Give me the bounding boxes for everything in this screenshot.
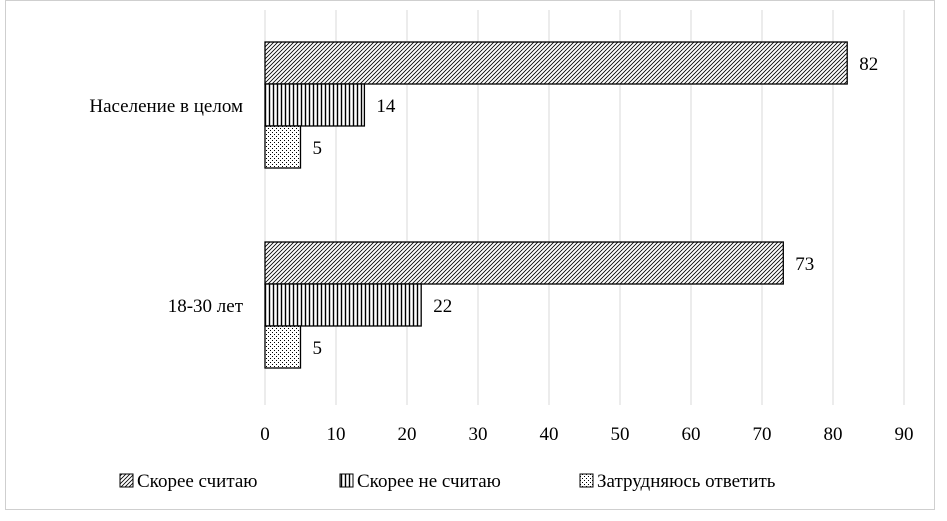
x-tick-label-40: 40 — [540, 424, 559, 445]
bar-0-1 — [264, 83, 366, 127]
legend-label-1: Скорее не считаю — [357, 471, 501, 492]
legend-label-2: Затрудняюсь ответить — [597, 471, 776, 492]
data-label-0-0: 82 — [859, 54, 878, 75]
bar-1-2 — [264, 325, 302, 369]
bar-0-0 — [264, 41, 848, 85]
data-label-1-2: 5 — [313, 338, 323, 359]
x-tick-label-50: 50 — [611, 424, 630, 445]
data-label-1-0: 73 — [795, 254, 814, 275]
legend-swatch-2 — [579, 473, 594, 488]
labels-layer: 0 10 20 30 40 50 60 70 80 90 Население в целом 82 14… — [89, 54, 913, 445]
bar-0-2 — [264, 125, 302, 169]
legend-swatch-0 — [119, 473, 134, 488]
data-label-0-1: 14 — [376, 96, 396, 117]
legend-swatch-1 — [339, 473, 354, 488]
x-tick-label-30: 30 — [469, 424, 488, 445]
bar-1-1 — [264, 283, 422, 327]
x-tick-label-80: 80 — [824, 424, 843, 445]
x-tick-label-20: 20 — [398, 424, 417, 445]
category-label-0: Население в целом — [89, 96, 243, 117]
data-label-0-2: 5 — [313, 138, 323, 159]
bars-layer — [264, 41, 848, 369]
bar-1-0 — [264, 241, 784, 285]
x-tick-label-90: 90 — [895, 424, 914, 445]
legend: Скорее считаю Скорее не считаю Затрудняюсь… — [119, 471, 776, 492]
legend-label-0: Скорее считаю — [137, 471, 258, 492]
x-tick-label-60: 60 — [682, 424, 701, 445]
category-label-1: 18-30 лет — [168, 296, 244, 317]
x-tick-label-0: 0 — [260, 424, 270, 445]
x-tick-label-70: 70 — [753, 424, 772, 445]
data-label-1-1: 22 — [433, 296, 452, 317]
x-tick-label-10: 10 — [327, 424, 346, 445]
